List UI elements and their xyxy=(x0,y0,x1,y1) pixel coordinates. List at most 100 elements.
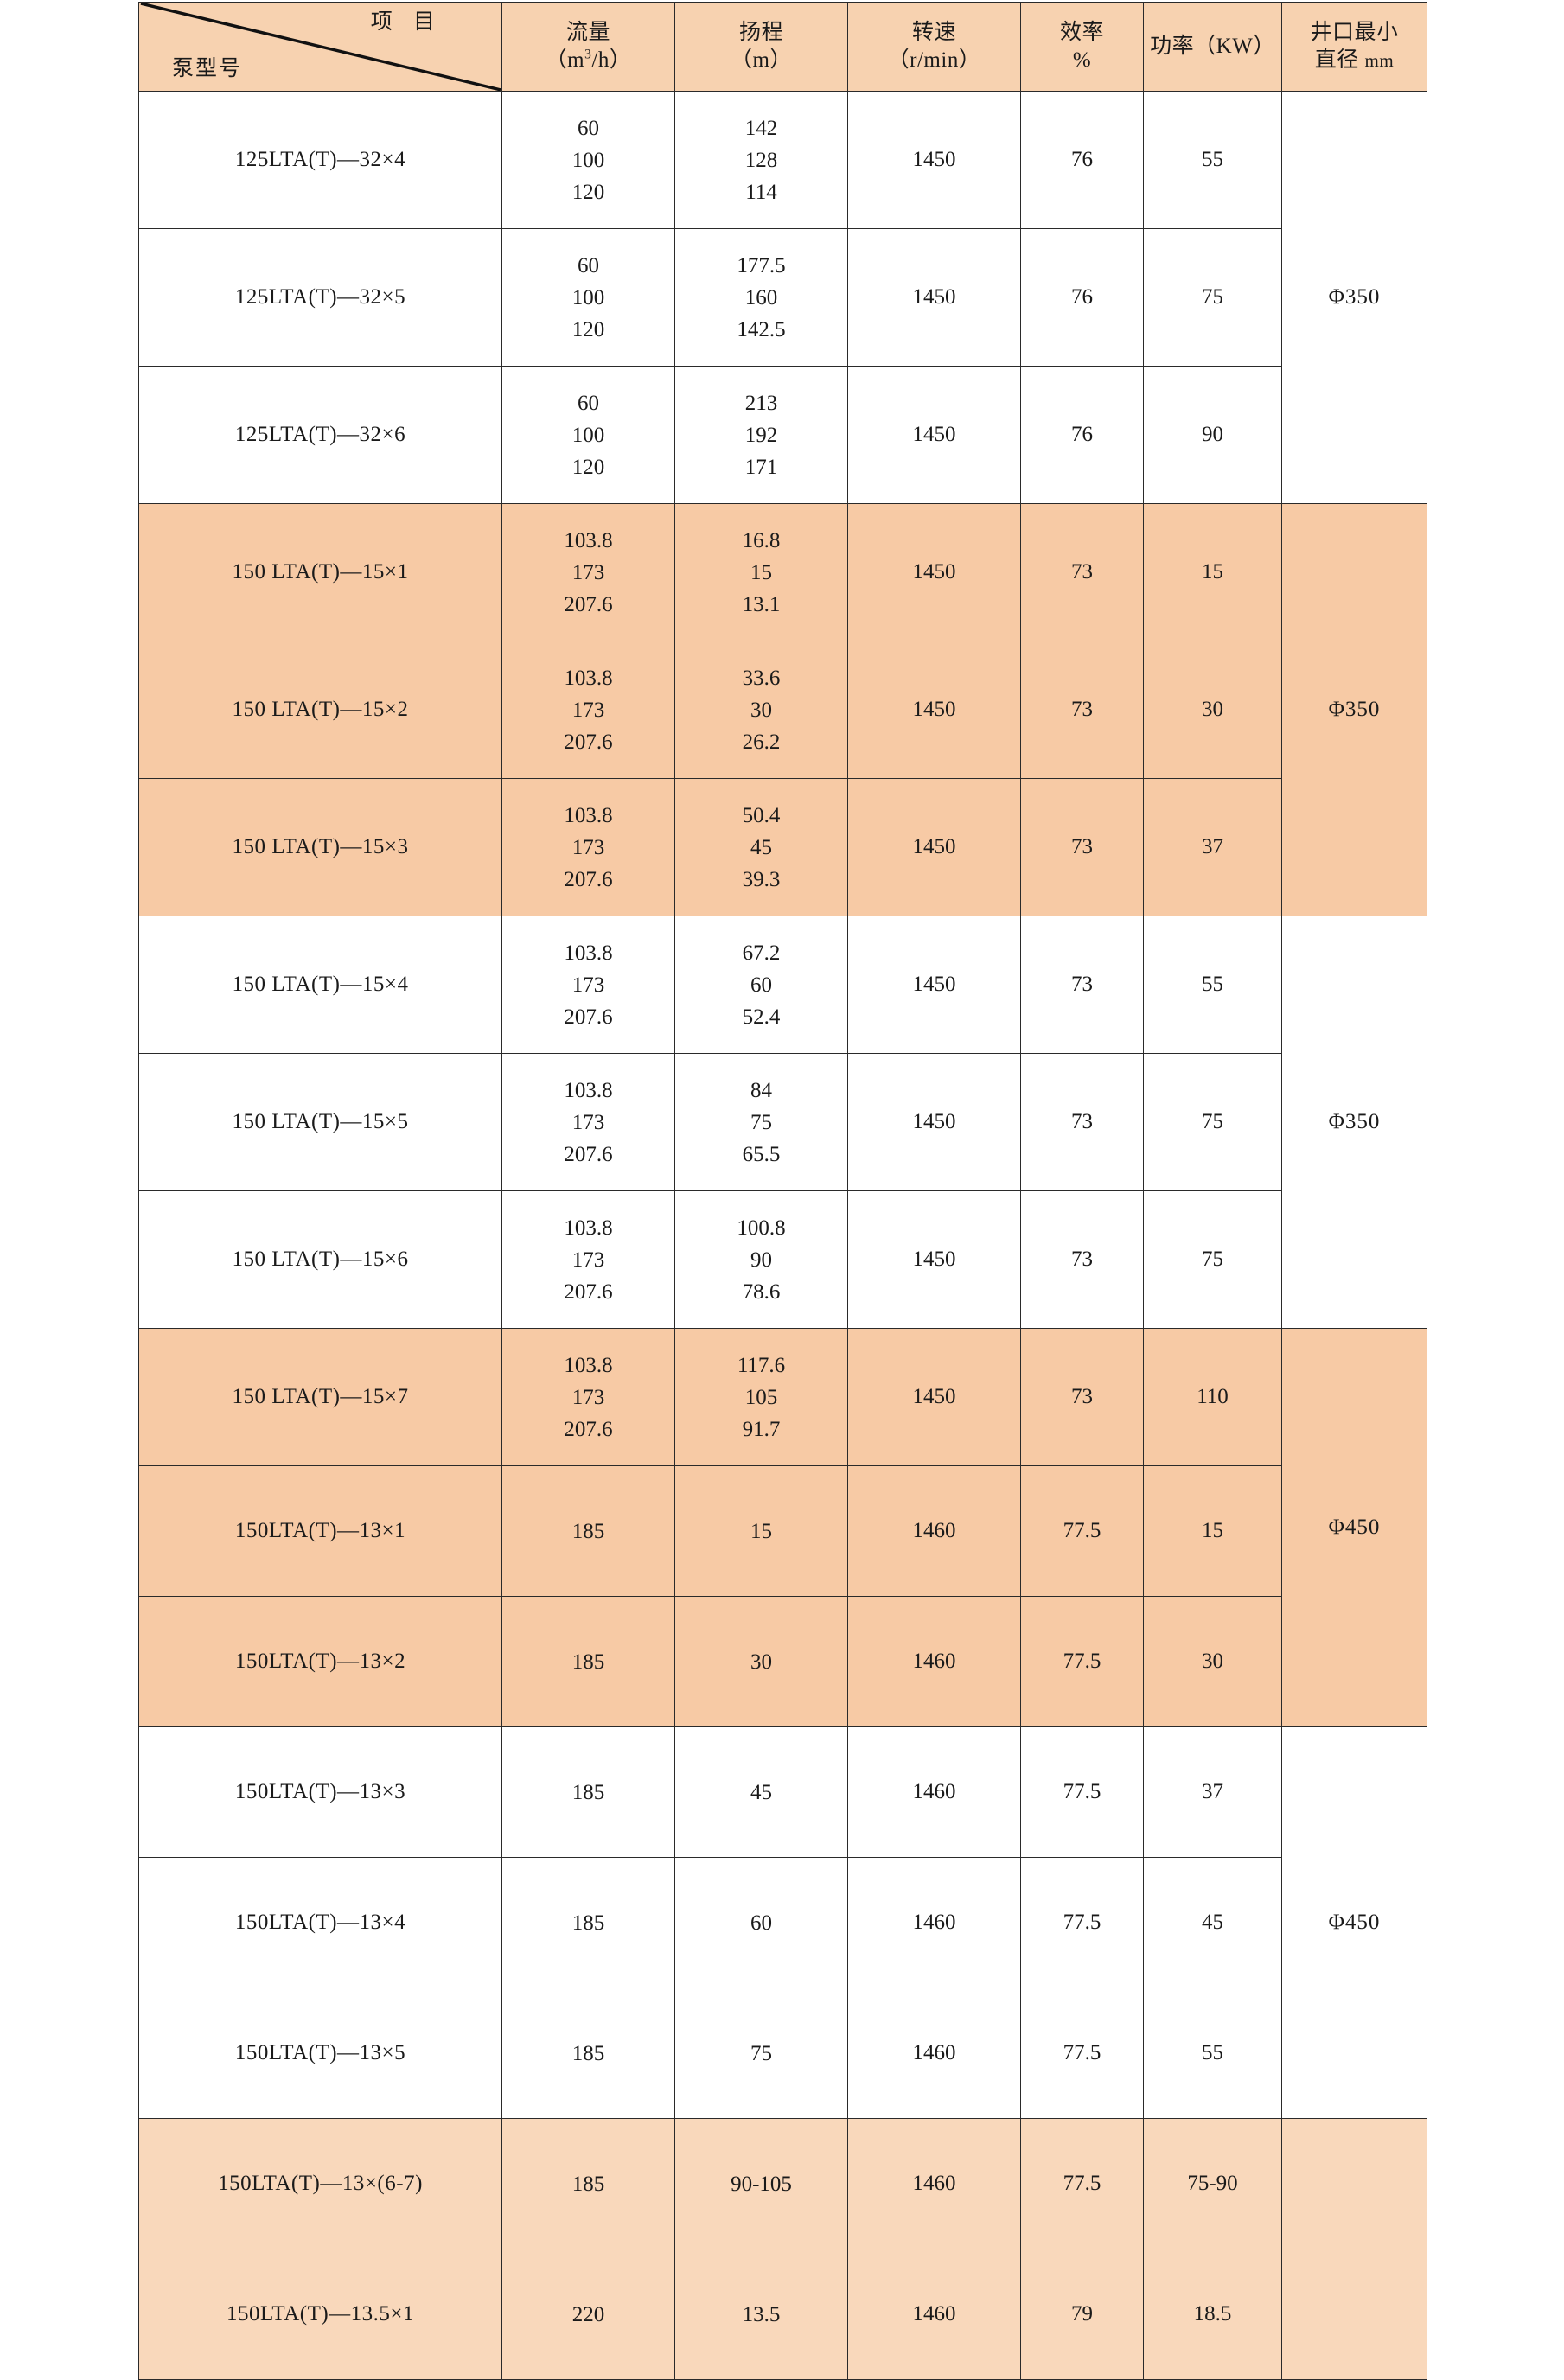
cell-power: 75 xyxy=(1143,228,1282,367)
flow-value: 103.8 xyxy=(564,941,613,965)
flow-value: 185 xyxy=(571,1519,605,1543)
cell-power: 75 xyxy=(1143,1053,1282,1191)
cell-pump-model: 150LTA(T)—13×3 xyxy=(138,1726,502,1858)
flow: 103.8 173 207.6 xyxy=(504,1075,673,1171)
cell-head: 75 xyxy=(674,1988,848,2119)
head-value: 45 xyxy=(750,835,772,859)
flow: 103.8 173 207.6 xyxy=(504,662,673,758)
page-sheet: 项 目 泵型号 流量 （m3/h） 扬程 （m） 转速 （r/min） 效率 xyxy=(138,2,1427,2380)
head-value: 30 xyxy=(750,698,772,722)
cell-head: 15 xyxy=(674,1465,848,1597)
head-value: 90 xyxy=(750,1247,772,1272)
header-head: 扬程 （m） xyxy=(674,2,848,92)
head: 117.6 105 91.7 xyxy=(677,1350,846,1445)
cell-speed: 1460 xyxy=(847,1465,1021,1597)
flow-value: 173 xyxy=(571,973,605,997)
head-value: 26.2 xyxy=(742,730,781,754)
flow-value: 207.6 xyxy=(564,1142,613,1166)
cell-head: 213 192 171 xyxy=(674,366,848,504)
table-row: 150 LTA(T)—15×3 103.8 173 207.6 50.4 45 39.3 14… xyxy=(138,778,1427,916)
flow: 60 100 120 xyxy=(504,387,673,483)
cell-head: 177.5 160 142.5 xyxy=(674,228,848,367)
cell-head: 142 128 114 xyxy=(674,91,848,229)
cell-head: 30 xyxy=(674,1596,848,1727)
head-value: 192 xyxy=(744,423,778,447)
cell-power: 75 xyxy=(1143,1190,1282,1329)
table-row: 150 LTA(T)—15×5 103.8 173 207.6 84 75 65.5 1450… xyxy=(138,1053,1427,1191)
cell-speed: 1460 xyxy=(847,1726,1021,1858)
cell-flow: 185 xyxy=(501,1857,675,1988)
cell-efficiency: 73 xyxy=(1020,916,1144,1054)
flow-value: 173 xyxy=(571,1247,605,1272)
cell-power: 18.5 xyxy=(1143,2249,1282,2380)
table-row: 150LTA(T)—13×2 185 30 1460 77.5 30 xyxy=(138,1596,1427,1727)
header-well-diameter: 井口最小 直径 mm xyxy=(1281,2,1427,92)
flow-value: 60 xyxy=(578,253,599,278)
header-well-diameter-unit: 直径 mm xyxy=(1314,48,1395,72)
cell-efficiency: 76 xyxy=(1020,366,1144,504)
head-value: 160 xyxy=(744,285,778,309)
header-head-title: 扬程 xyxy=(738,20,783,44)
cell-power: 110 xyxy=(1143,1328,1282,1466)
flow-value: 103.8 xyxy=(564,803,613,827)
head: 50.4 45 39.3 xyxy=(677,800,846,896)
cell-head: 67.2 60 52.4 xyxy=(674,916,848,1054)
cell-well-diameter: Φ450 xyxy=(1281,1328,1427,1727)
cell-pump-model: 150 LTA(T)—15×2 xyxy=(138,641,502,779)
cell-speed: 1460 xyxy=(847,2249,1021,2380)
cell-efficiency: 77.5 xyxy=(1020,1726,1144,1858)
cell-pump-model: 150LTA(T)—13×(6-7) xyxy=(138,2118,502,2249)
cell-pump-model: 150LTA(T)—13×2 xyxy=(138,1596,502,1727)
cell-efficiency: 73 xyxy=(1020,778,1144,916)
head-value: 213 xyxy=(744,391,778,415)
cell-efficiency: 77.5 xyxy=(1020,1857,1144,1988)
header-power-title: 功率（KW） xyxy=(1150,34,1275,58)
flow: 185 xyxy=(504,2038,673,2070)
flow-value: 207.6 xyxy=(564,1005,613,1029)
table-row: 150LTA(T)—13×3 185 45 1460 77.5 37 Φ450 xyxy=(138,1726,1427,2119)
flow-value: 207.6 xyxy=(564,592,613,616)
cell-flow: 103.8 173 207.6 xyxy=(501,1190,675,1329)
flow: 103.8 173 207.6 xyxy=(504,1212,673,1308)
cell-flow: 60 100 120 xyxy=(501,228,675,367)
flow-value: 103.8 xyxy=(564,1078,613,1102)
flow-value: 103.8 xyxy=(564,1216,613,1240)
table-row: 150 LTA(T)—15×7 103.8 173 207.6 117.6 105 91.7… xyxy=(138,1328,1427,1727)
header-well-diameter-title: 井口最小 xyxy=(1310,20,1399,44)
cell-head: 60 xyxy=(674,1857,848,1988)
flow-value: 103.8 xyxy=(564,1353,613,1377)
cell-power: 45 xyxy=(1143,1857,1282,1988)
head-value: 15 xyxy=(750,560,772,584)
cell-pump-model: 125LTA(T)—32×4 xyxy=(138,91,502,229)
head-value: 91.7 xyxy=(742,1417,781,1441)
flow-value: 100 xyxy=(571,285,605,309)
head-value: 13.5 xyxy=(742,2302,781,2326)
head: 75 xyxy=(677,2038,846,2070)
head: 16.8 15 13.1 xyxy=(677,525,846,621)
cell-flow: 185 xyxy=(501,1726,675,1858)
flow-value: 207.6 xyxy=(564,730,613,754)
cell-speed: 1450 xyxy=(847,778,1021,916)
flow-value: 173 xyxy=(571,560,605,584)
head-value: 50.4 xyxy=(742,803,781,827)
flow: 185 xyxy=(504,1515,673,1547)
header-speed-unit: （r/min） xyxy=(887,48,981,72)
head: 33.6 30 26.2 xyxy=(677,662,846,758)
flow-value: 207.6 xyxy=(564,867,613,891)
cell-efficiency: 73 xyxy=(1020,641,1144,779)
head: 100.8 90 78.6 xyxy=(677,1212,846,1308)
cell-efficiency: 77.5 xyxy=(1020,1465,1144,1597)
head: 67.2 60 52.4 xyxy=(677,937,846,1033)
head: 177.5 160 142.5 xyxy=(677,250,846,346)
cell-power: 37 xyxy=(1143,778,1282,916)
cell-flow: 103.8 173 207.6 xyxy=(501,641,675,779)
head-value: 33.6 xyxy=(742,666,781,690)
flow-value: 100 xyxy=(571,423,605,447)
head-value: 30 xyxy=(750,1649,772,1674)
head-value: 75 xyxy=(750,2041,772,2065)
header-flow-title: 流量 xyxy=(565,20,610,44)
cell-head: 100.8 90 78.6 xyxy=(674,1190,848,1329)
cell-head: 90-105 xyxy=(674,2118,848,2249)
table-body: 125LTA(T)—32×4 60 100 120 142 128 114 1450 76 55 Φ… xyxy=(138,91,1427,2380)
cell-speed: 1450 xyxy=(847,228,1021,367)
